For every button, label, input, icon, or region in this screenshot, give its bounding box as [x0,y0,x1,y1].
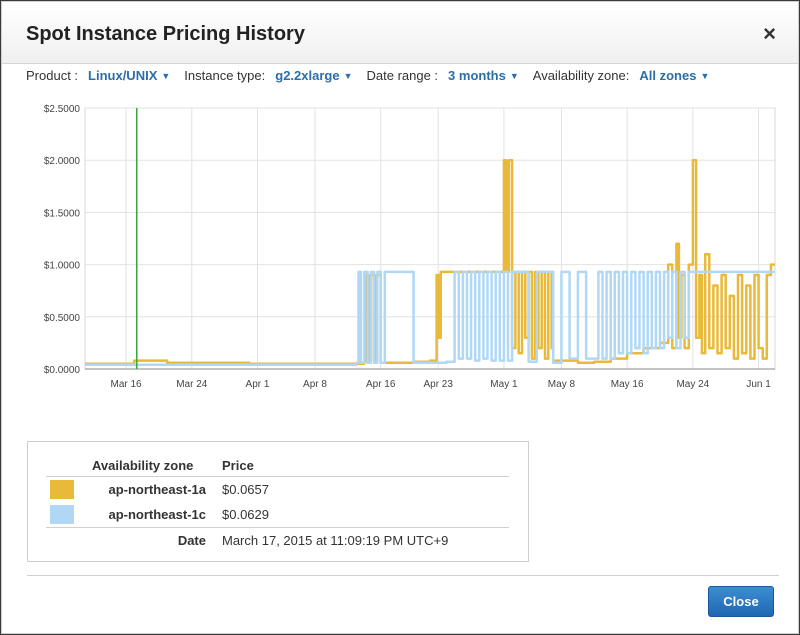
legend-col-price: Price [222,457,254,473]
legend-row-1a: ap-northeast-1a $0.0657 [46,477,509,502]
y-tick-label: $1.5000 [44,208,81,219]
y-tick-label: $0.0000 [44,365,81,376]
legend-row-1c: ap-northeast-1c $0.0629 [46,502,509,527]
date-range-label: Date range : [366,68,439,83]
product-value: Linux/UNIX [88,68,158,83]
availability-zone-dropdown[interactable]: All zones ▼ [639,68,709,83]
dialog-header: Spot Instance Pricing History × [2,2,798,64]
x-tick-label: May 16 [611,379,644,390]
legend-date-row: Date March 17, 2015 at 11:09:19 PM UTC+9 [46,527,509,552]
x-tick-label: Apr 1 [246,379,270,390]
product-label: Product : [26,68,79,83]
x-tick-label: Mar 16 [111,379,143,390]
chevron-down-icon: ▼ [509,71,519,81]
x-tick-label: May 1 [490,379,518,390]
y-tick-label: $2.5000 [44,104,81,115]
date-range-dropdown[interactable]: 3 months ▼ [448,68,519,83]
chevron-down-icon: ▼ [700,71,710,81]
legend-zone-name: ap-northeast-1c [108,507,206,522]
series-line-ap-northeast-1c [85,270,775,367]
x-tick-label: May 24 [676,379,709,390]
footer-divider [27,575,779,576]
product-dropdown[interactable]: Linux/UNIX ▼ [88,68,170,83]
availability-zone-label: Availability zone: [532,68,630,83]
close-button[interactable]: Close [708,586,774,617]
chevron-down-icon: ▼ [161,71,171,81]
legend-col-zone: Availability zone [92,457,194,473]
y-tick-label: $2.0000 [44,156,81,167]
dialog-title: Spot Instance Pricing History [26,23,305,45]
price-legend: Availability zone Price ap-northeast-1a … [27,441,529,562]
legend-zone-price: $0.0657 [222,482,269,497]
close-icon[interactable]: × [763,21,776,46]
availability-zone-value: All zones [639,68,697,83]
legend-table: Availability zone Price ap-northeast-1a … [46,454,509,552]
x-tick-label: May 8 [548,379,576,390]
legend-zone-name: ap-northeast-1a [108,482,206,497]
date-range-value: 3 months [448,68,506,83]
color-swatch [50,480,74,499]
legend-header-row: Availability zone Price [46,454,509,477]
x-tick-label: Apr 16 [366,379,396,390]
filter-bar: Product : Linux/UNIX ▼ Instance type: g2.… [26,68,723,83]
price-history-chart[interactable]: $0.0000 $0.5000 $1.0000 $1.5000 $2.0000 $2.50… [2,97,799,397]
chevron-down-icon: ▼ [343,71,353,81]
legend-zone-price: $0.0629 [222,507,269,522]
x-tick-label: Mar 24 [176,379,208,390]
instance-type-label: Instance type: [184,68,266,83]
x-tick-label: Apr 23 [423,379,453,390]
legend-date-label: Date [177,532,206,548]
y-tick-label: $1.0000 [44,261,81,272]
x-tick-label: Jun 1 [746,379,771,390]
x-tick-label: Apr 8 [303,379,327,390]
legend-date-value: March 17, 2015 at 11:09:19 PM UTC+9 [222,532,449,548]
instance-type-dropdown[interactable]: g2.2xlarge ▼ [275,68,352,83]
instance-type-value: g2.2xlarge [275,68,340,83]
y-tick-label: $0.5000 [44,313,81,324]
color-swatch [50,505,74,524]
